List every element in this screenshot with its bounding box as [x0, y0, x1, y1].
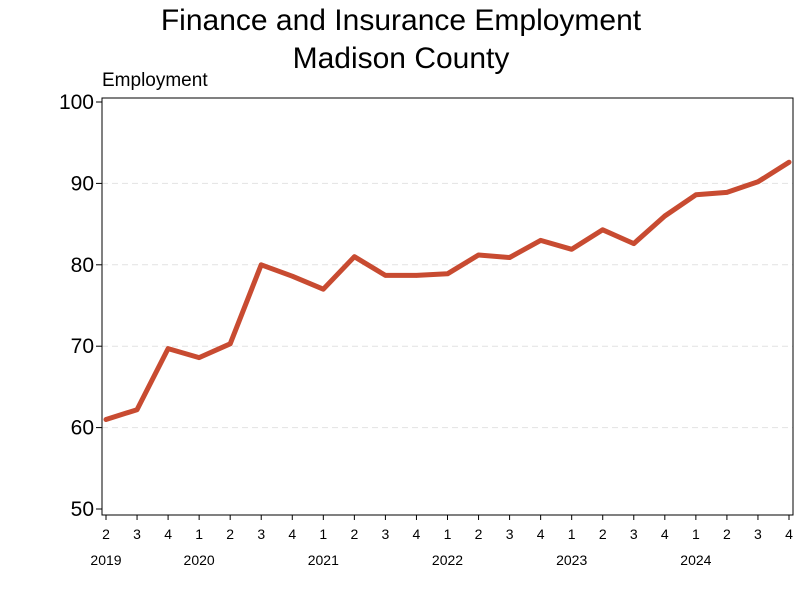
x-quarter-label: 1: [568, 526, 576, 542]
data-point: [103, 417, 109, 422]
x-quarter-label: 3: [257, 526, 265, 542]
data-point: [165, 346, 171, 351]
x-quarter-label: 4: [413, 526, 421, 542]
y-tick-label: 50: [71, 498, 94, 521]
x-year-label: 2024: [680, 552, 711, 568]
series-layer: [103, 159, 792, 422]
x-quarter-label: 4: [288, 526, 296, 542]
data-point: [259, 262, 264, 267]
y-axis-label: Employment: [102, 70, 208, 91]
data-point: [352, 254, 357, 259]
data-point: [383, 273, 388, 278]
x-quarter-label: 2: [723, 526, 731, 542]
chart-title-line2: Madison County: [293, 42, 510, 75]
data-point: [196, 355, 202, 360]
data-point: [476, 252, 481, 258]
x-quarter-label: 1: [692, 526, 700, 542]
y-tick-label: 60: [71, 417, 94, 440]
data-point: [414, 273, 419, 278]
data-point: [786, 160, 792, 165]
series-line: [103, 159, 792, 422]
x-axis: 2 3 4 1 2 3 4 1 2 3 4 1 2 3 4 1 2 3 4 1 2 3 4 2019 2020 2021 2022 2…: [90, 515, 793, 568]
chart-title-line1: Finance and Insurance Employment: [161, 4, 642, 37]
x-quarter-label: 3: [506, 526, 514, 542]
data-point: [290, 273, 295, 279]
x-year-label: 2020: [184, 552, 215, 568]
data-point: [538, 238, 543, 243]
y-tick-label: 70: [71, 335, 94, 358]
x-quarter-label: 2: [226, 526, 234, 542]
x-quarter-label: 1: [195, 526, 203, 542]
data-point: [600, 227, 605, 232]
x-quarter-label: 1: [319, 526, 327, 542]
y-tick-label: 100: [59, 91, 94, 114]
x-quarter-label: 3: [382, 526, 390, 542]
data-point: [507, 255, 512, 260]
data-point: [321, 287, 326, 292]
x-quarter-label: 4: [537, 526, 545, 542]
x-quarter-label: 1: [444, 526, 452, 542]
x-quarter-label: 2: [475, 526, 483, 542]
data-point: [662, 213, 668, 219]
x-year-label: 2022: [432, 552, 463, 568]
x-year-label: 2019: [90, 552, 121, 568]
data-point: [755, 179, 761, 184]
x-year-label: 2021: [308, 552, 339, 568]
gridlines: [102, 182, 793, 429]
data-point: [445, 271, 450, 276]
y-tick-label: 90: [71, 172, 94, 195]
data-point: [569, 247, 574, 252]
x-quarter-label: 4: [164, 526, 172, 542]
x-quarter-label: 3: [630, 526, 638, 542]
x-quarter-label: 4: [661, 526, 669, 542]
x-quarter-label: 3: [133, 526, 141, 542]
data-point: [227, 341, 233, 346]
x-quarter-label: 2: [350, 526, 358, 542]
x-quarter-label: 4: [785, 526, 793, 542]
x-quarter-label: 3: [754, 526, 762, 542]
data-point: [134, 407, 140, 412]
data-point: [724, 190, 730, 195]
x-year-label: 2023: [556, 552, 587, 568]
data-point: [693, 192, 699, 197]
x-quarter-label: 2: [599, 526, 607, 542]
data-point: [631, 241, 636, 246]
plot-frame: [101, 97, 794, 516]
x-quarter-label: 2: [102, 526, 110, 542]
y-axis: 50 60 70 80 90 100: [59, 91, 102, 521]
y-tick-label: 80: [71, 254, 94, 277]
